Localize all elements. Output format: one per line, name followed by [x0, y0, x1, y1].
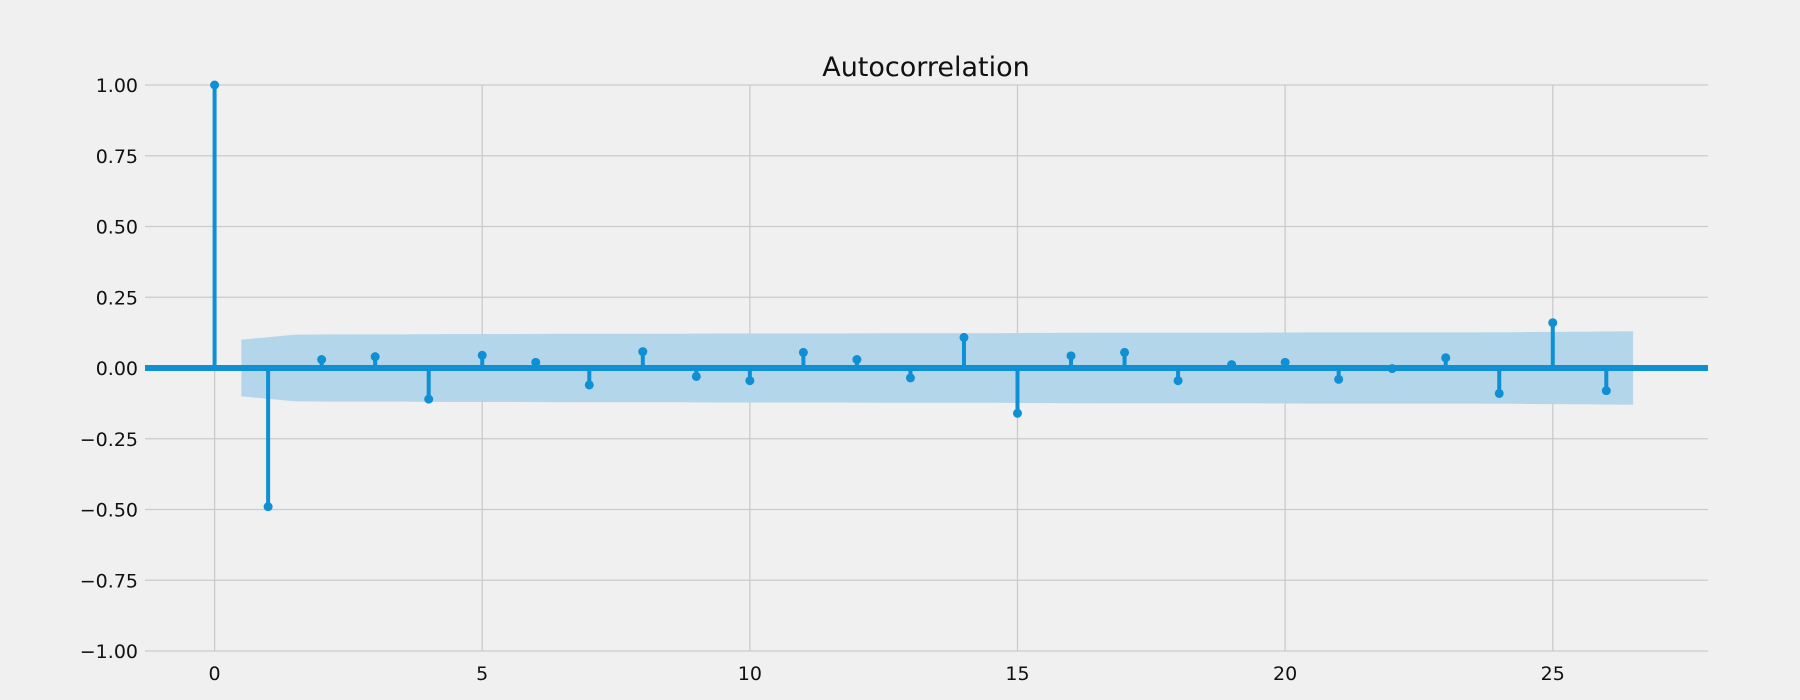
x-tick-label: 25 — [1541, 663, 1565, 685]
stem-marker — [477, 350, 487, 360]
stem-layer — [210, 80, 1611, 512]
stem-marker — [1066, 351, 1076, 361]
stem-marker — [1120, 347, 1130, 357]
stem-marker — [370, 352, 380, 362]
tick-label-layer: 0 5 10 15 20 25 1.00 0.75 0.50 0.25 0.00 −0.25 −0.50… — [80, 75, 1565, 685]
stem-marker — [1227, 360, 1237, 370]
y-tick-label: 0.50 — [96, 217, 138, 239]
y-tick-label: 1.00 — [96, 75, 138, 97]
stem-marker — [210, 80, 220, 90]
stem-marker — [905, 373, 915, 383]
x-tick-label: 5 — [476, 663, 488, 685]
stem-marker — [424, 394, 434, 404]
stem-marker — [638, 347, 648, 357]
stem-marker — [798, 347, 808, 357]
stem-marker — [1334, 374, 1344, 384]
stem-marker — [1173, 376, 1183, 386]
chart-title: Autocorrelation — [822, 52, 1030, 83]
x-tick-label: 15 — [1005, 663, 1029, 685]
y-tick-label: 0.00 — [96, 358, 138, 380]
stem-marker — [263, 502, 273, 512]
y-tick-label: −0.50 — [80, 500, 138, 522]
x-tick-label: 10 — [738, 663, 762, 685]
y-tick-label: 0.75 — [96, 146, 138, 168]
y-tick-label: −0.75 — [80, 570, 138, 592]
stem-marker — [1012, 408, 1022, 418]
stem-marker — [1280, 357, 1290, 367]
stem-marker — [1494, 388, 1504, 398]
y-tick-label: −1.00 — [80, 641, 138, 663]
y-tick-label: 0.25 — [96, 287, 138, 309]
y-tick-label: −0.25 — [80, 429, 138, 451]
stem-marker — [1387, 364, 1397, 374]
stem-marker — [852, 355, 862, 365]
stem-marker — [584, 380, 594, 390]
stem-marker — [1601, 386, 1611, 396]
x-tick-label: 20 — [1273, 663, 1297, 685]
stem-marker — [317, 355, 327, 365]
x-tick-label: 0 — [209, 663, 221, 685]
stem-marker — [1548, 318, 1558, 328]
stem-marker — [531, 357, 541, 367]
stem-marker — [959, 332, 969, 342]
stem-marker — [691, 371, 701, 381]
stem-marker — [745, 376, 755, 386]
stem-marker — [1441, 353, 1451, 363]
